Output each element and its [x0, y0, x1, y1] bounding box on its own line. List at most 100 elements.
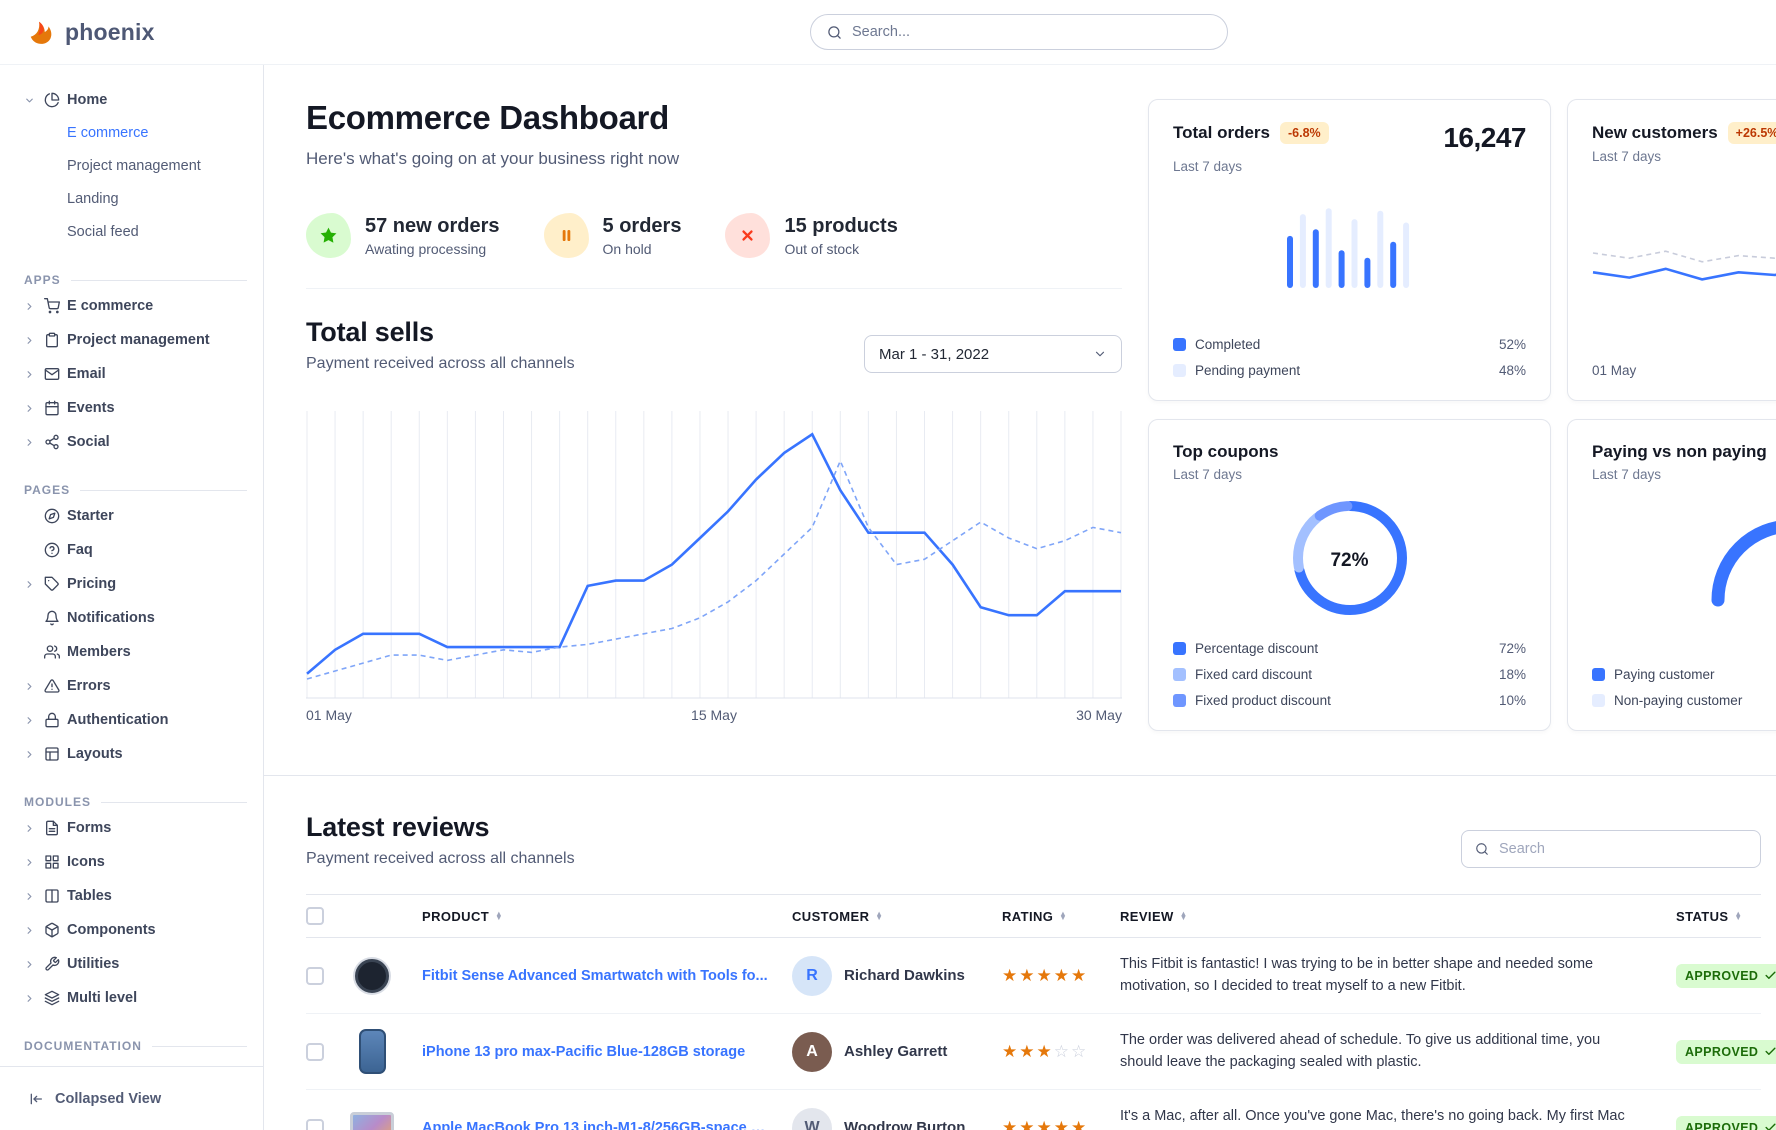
- product-image[interactable]: [346, 1026, 398, 1078]
- brand-logo[interactable]: phoenix: [26, 17, 155, 47]
- wrench-icon: [44, 956, 60, 972]
- sidebar-item-forms[interactable]: Forms: [0, 811, 263, 845]
- donut-center-value: 72%: [1330, 549, 1369, 571]
- global-search-input[interactable]: [852, 24, 1211, 40]
- table-header-row: PRODUCT ▲ ▼ CUSTOMER ▲ ▼ RATING ▲ ▼ REVIEW ▲ ▼ S…: [306, 894, 1761, 938]
- legend-swatch: [1173, 642, 1186, 655]
- select-all-checkbox[interactable]: [306, 907, 324, 925]
- sidebar-subitem-project-management[interactable]: Project management: [67, 158, 201, 174]
- layout: Home E commerce Project management Landi…: [0, 64, 1776, 1130]
- sidebar-item-notifications[interactable]: Notifications: [0, 601, 263, 635]
- review-text: It's a Mac, after all. Once you've gone …: [1120, 1108, 1625, 1130]
- chevron-right-icon: [24, 959, 35, 970]
- sidebar-item-project-management[interactable]: Project management: [0, 323, 263, 357]
- alert-triangle-icon: [44, 678, 60, 694]
- row-checkbox[interactable]: [306, 1118, 324, 1130]
- sidebar-subitem-landing[interactable]: Landing: [67, 191, 119, 207]
- legend-swatch: [1173, 668, 1186, 681]
- card-period: Last 7 days: [1173, 159, 1243, 174]
- product-link[interactable]: iPhone 13 pro max-Pacific Blue-128GB sto…: [422, 1043, 746, 1060]
- customer-name: Ashley Garrett: [844, 1043, 948, 1060]
- sidebar-section-apps: APPS: [0, 271, 263, 289]
- card-title: Paying vs non paying: [1592, 442, 1767, 461]
- product-image[interactable]: [346, 950, 398, 1002]
- card-title: Total orders: [1173, 123, 1270, 142]
- reviews-title: Latest reviews: [306, 812, 490, 842]
- column-header-rating[interactable]: RATING ▲ ▼: [1002, 908, 1068, 924]
- sidebar-item-errors[interactable]: Errors: [0, 669, 263, 703]
- row-checkbox[interactable]: [306, 966, 324, 985]
- package-icon: [44, 922, 60, 938]
- sidebar-item-icons[interactable]: Icons: [0, 845, 263, 879]
- legend-swatch: [1173, 338, 1186, 351]
- product-link[interactable]: Fitbit Sense Advanced Smartwatch with To…: [422, 967, 768, 984]
- sidebar-item-components[interactable]: Components: [0, 913, 263, 947]
- legend-swatch: [1592, 694, 1605, 707]
- card-period: Last 7 days: [1173, 467, 1243, 482]
- change-badge: -6.8%: [1279, 122, 1329, 144]
- tag-icon: [44, 576, 60, 592]
- row-checkbox[interactable]: [306, 1042, 324, 1061]
- customer-name: Woodrow Burton: [844, 1119, 966, 1130]
- sidebar-item-utilities[interactable]: Utilities: [0, 947, 263, 981]
- share-icon: [44, 434, 60, 450]
- date-range-select[interactable]: Mar 1 - 31, 2022: [864, 335, 1122, 373]
- legend-item: Fixed card discount 18%: [1173, 667, 1526, 682]
- chevron-right-icon: [24, 891, 35, 902]
- chevron-right-icon: [24, 993, 35, 1004]
- sidebar-section-pages: PAGES: [0, 481, 263, 499]
- table-row: Fitbit Sense Advanced Smartwatch with To…: [306, 938, 1776, 1014]
- reviews-search-input[interactable]: [1499, 841, 1747, 857]
- avatar: A: [792, 1031, 832, 1072]
- sidebar-item-starter[interactable]: Starter: [0, 499, 263, 533]
- x-icon: [738, 226, 757, 245]
- sidebar-item-layouts[interactable]: Layouts: [0, 737, 263, 771]
- collapse-view-button[interactable]: Collapsed View: [0, 1066, 263, 1130]
- sort-icon: ▲ ▼: [1734, 908, 1743, 922]
- column-header-customer[interactable]: CUSTOMER ▲ ▼: [792, 908, 884, 924]
- page-subtitle: Here's what's going on at your business …: [306, 149, 680, 168]
- sidebar-item-e-commerce[interactable]: E commerce: [0, 289, 263, 323]
- product-image[interactable]: [346, 1102, 398, 1130]
- sidebar-item-multi-level[interactable]: Multi level: [0, 981, 263, 1015]
- stats-row: 57 new orders Awating processing 5 order…: [306, 213, 1122, 289]
- column-header-status[interactable]: STATUS ▲ ▼: [1676, 908, 1743, 924]
- sidebar-item-home[interactable]: Home: [0, 83, 263, 117]
- sidebar-item-social[interactable]: Social: [0, 425, 263, 459]
- sidebar-item-pricing[interactable]: Pricing: [0, 567, 263, 601]
- sidebar-item-members[interactable]: Members: [0, 635, 263, 669]
- sidebar-subitem-social-feed[interactable]: Social feed: [67, 224, 139, 240]
- star-icon: [319, 226, 338, 245]
- sidebar-item-faq[interactable]: Faq: [0, 533, 263, 567]
- sidebar-item-events[interactable]: Events: [0, 391, 263, 425]
- product-link[interactable]: Apple MacBook Pro 13 inch-M1-8/256GB-spa…: [422, 1119, 782, 1130]
- reviews-search[interactable]: [1461, 830, 1761, 868]
- search-icon: [827, 25, 842, 40]
- sidebar-subitem-e-commerce[interactable]: E commerce: [67, 125, 149, 141]
- avatar: R: [792, 955, 832, 996]
- global-search[interactable]: [810, 14, 1228, 50]
- stat-label: On hold: [602, 240, 652, 257]
- rating-stars: ★★★☆☆: [1002, 1041, 1089, 1061]
- file-text-icon: [44, 820, 60, 836]
- chevron-right-icon: [24, 715, 35, 726]
- sidebar-item-authentication[interactable]: Authentication: [0, 703, 263, 737]
- chevron-right-icon: [24, 335, 35, 346]
- chevron-right-icon: [24, 823, 35, 834]
- clipboard-icon: [44, 332, 60, 348]
- sidebar-item-email[interactable]: Email: [0, 357, 263, 391]
- total-sells-chart: [306, 411, 1122, 699]
- table-icon: [44, 888, 60, 904]
- chevron-right-icon: [24, 369, 35, 380]
- stat-out-of-stock: 15 products Out of stock: [725, 213, 898, 258]
- check-icon: [1764, 1045, 1776, 1058]
- check-icon: [1764, 1121, 1776, 1130]
- column-header-review[interactable]: REVIEW ▲ ▼: [1120, 908, 1188, 924]
- legend-item: Completed 52%: [1173, 337, 1526, 352]
- new-customers-card: New customers +26.5% Last 7 days 01 May: [1567, 99, 1776, 401]
- column-header-product[interactable]: PRODUCT ▲ ▼: [422, 908, 503, 924]
- review-text: The order was delivered ahead of schedul…: [1120, 1032, 1601, 1070]
- sidebar-item-tables[interactable]: Tables: [0, 879, 263, 913]
- reviews-table: PRODUCT ▲ ▼ CUSTOMER ▲ ▼ RATING ▲ ▼ REVIEW ▲ ▼ S…: [306, 894, 1776, 1130]
